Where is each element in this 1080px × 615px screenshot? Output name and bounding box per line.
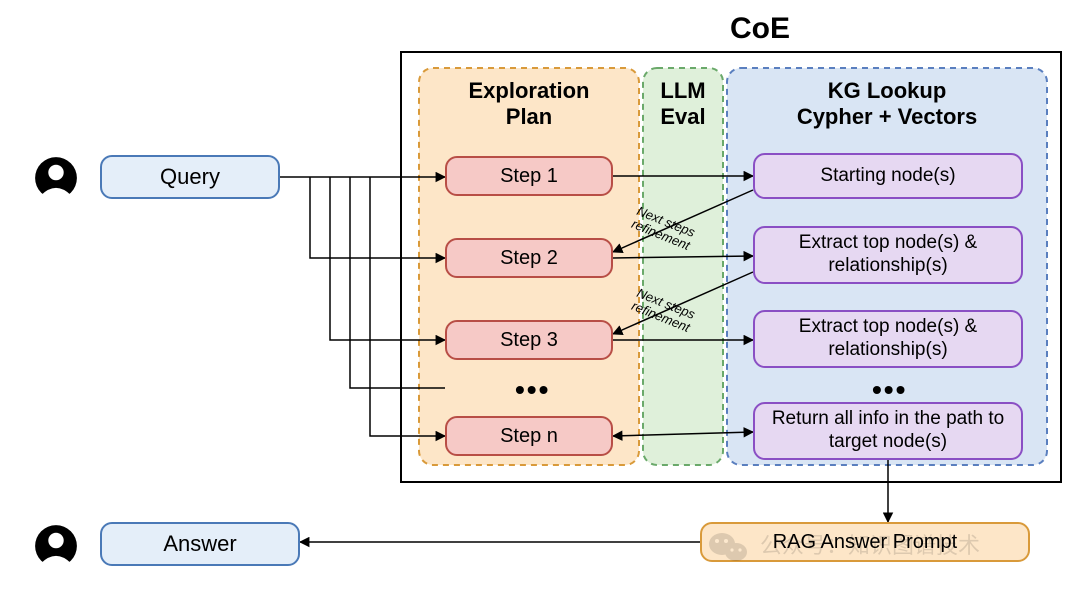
user-answer-icon [34,524,78,568]
watermark-text: 公众号：知识图谱技术 [760,528,980,560]
node-answer: Answer [100,522,300,566]
node-step1: Step 1 [445,156,613,196]
panel-title-explore: ExplorationPlan [419,78,639,130]
panel-title-llm: LLMEval [643,78,723,130]
ellipsis-steps: ••• [515,374,550,406]
node-kg2: Extract top node(s) & relationship(s) [753,226,1023,284]
node-stepn: Step n [445,416,613,456]
node-step3: Step 3 [445,320,613,360]
user-query-icon [34,156,78,200]
ellipsis-kg: ••• [872,374,907,406]
node-kgn: Return all info in the path to target no… [753,402,1023,460]
panel-title-kg: KG LookupCypher + Vectors [727,78,1047,130]
node-kg1: Starting node(s) [753,153,1023,199]
node-kg3: Extract top node(s) & relationship(s) [753,310,1023,368]
node-query: Query [100,155,280,199]
coe-title: CoE [700,12,820,46]
node-step2: Step 2 [445,238,613,278]
